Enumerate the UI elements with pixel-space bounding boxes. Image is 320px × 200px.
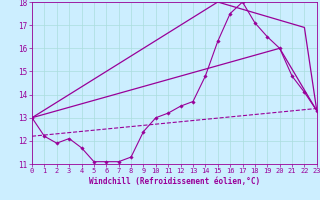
X-axis label: Windchill (Refroidissement éolien,°C): Windchill (Refroidissement éolien,°C): [89, 177, 260, 186]
